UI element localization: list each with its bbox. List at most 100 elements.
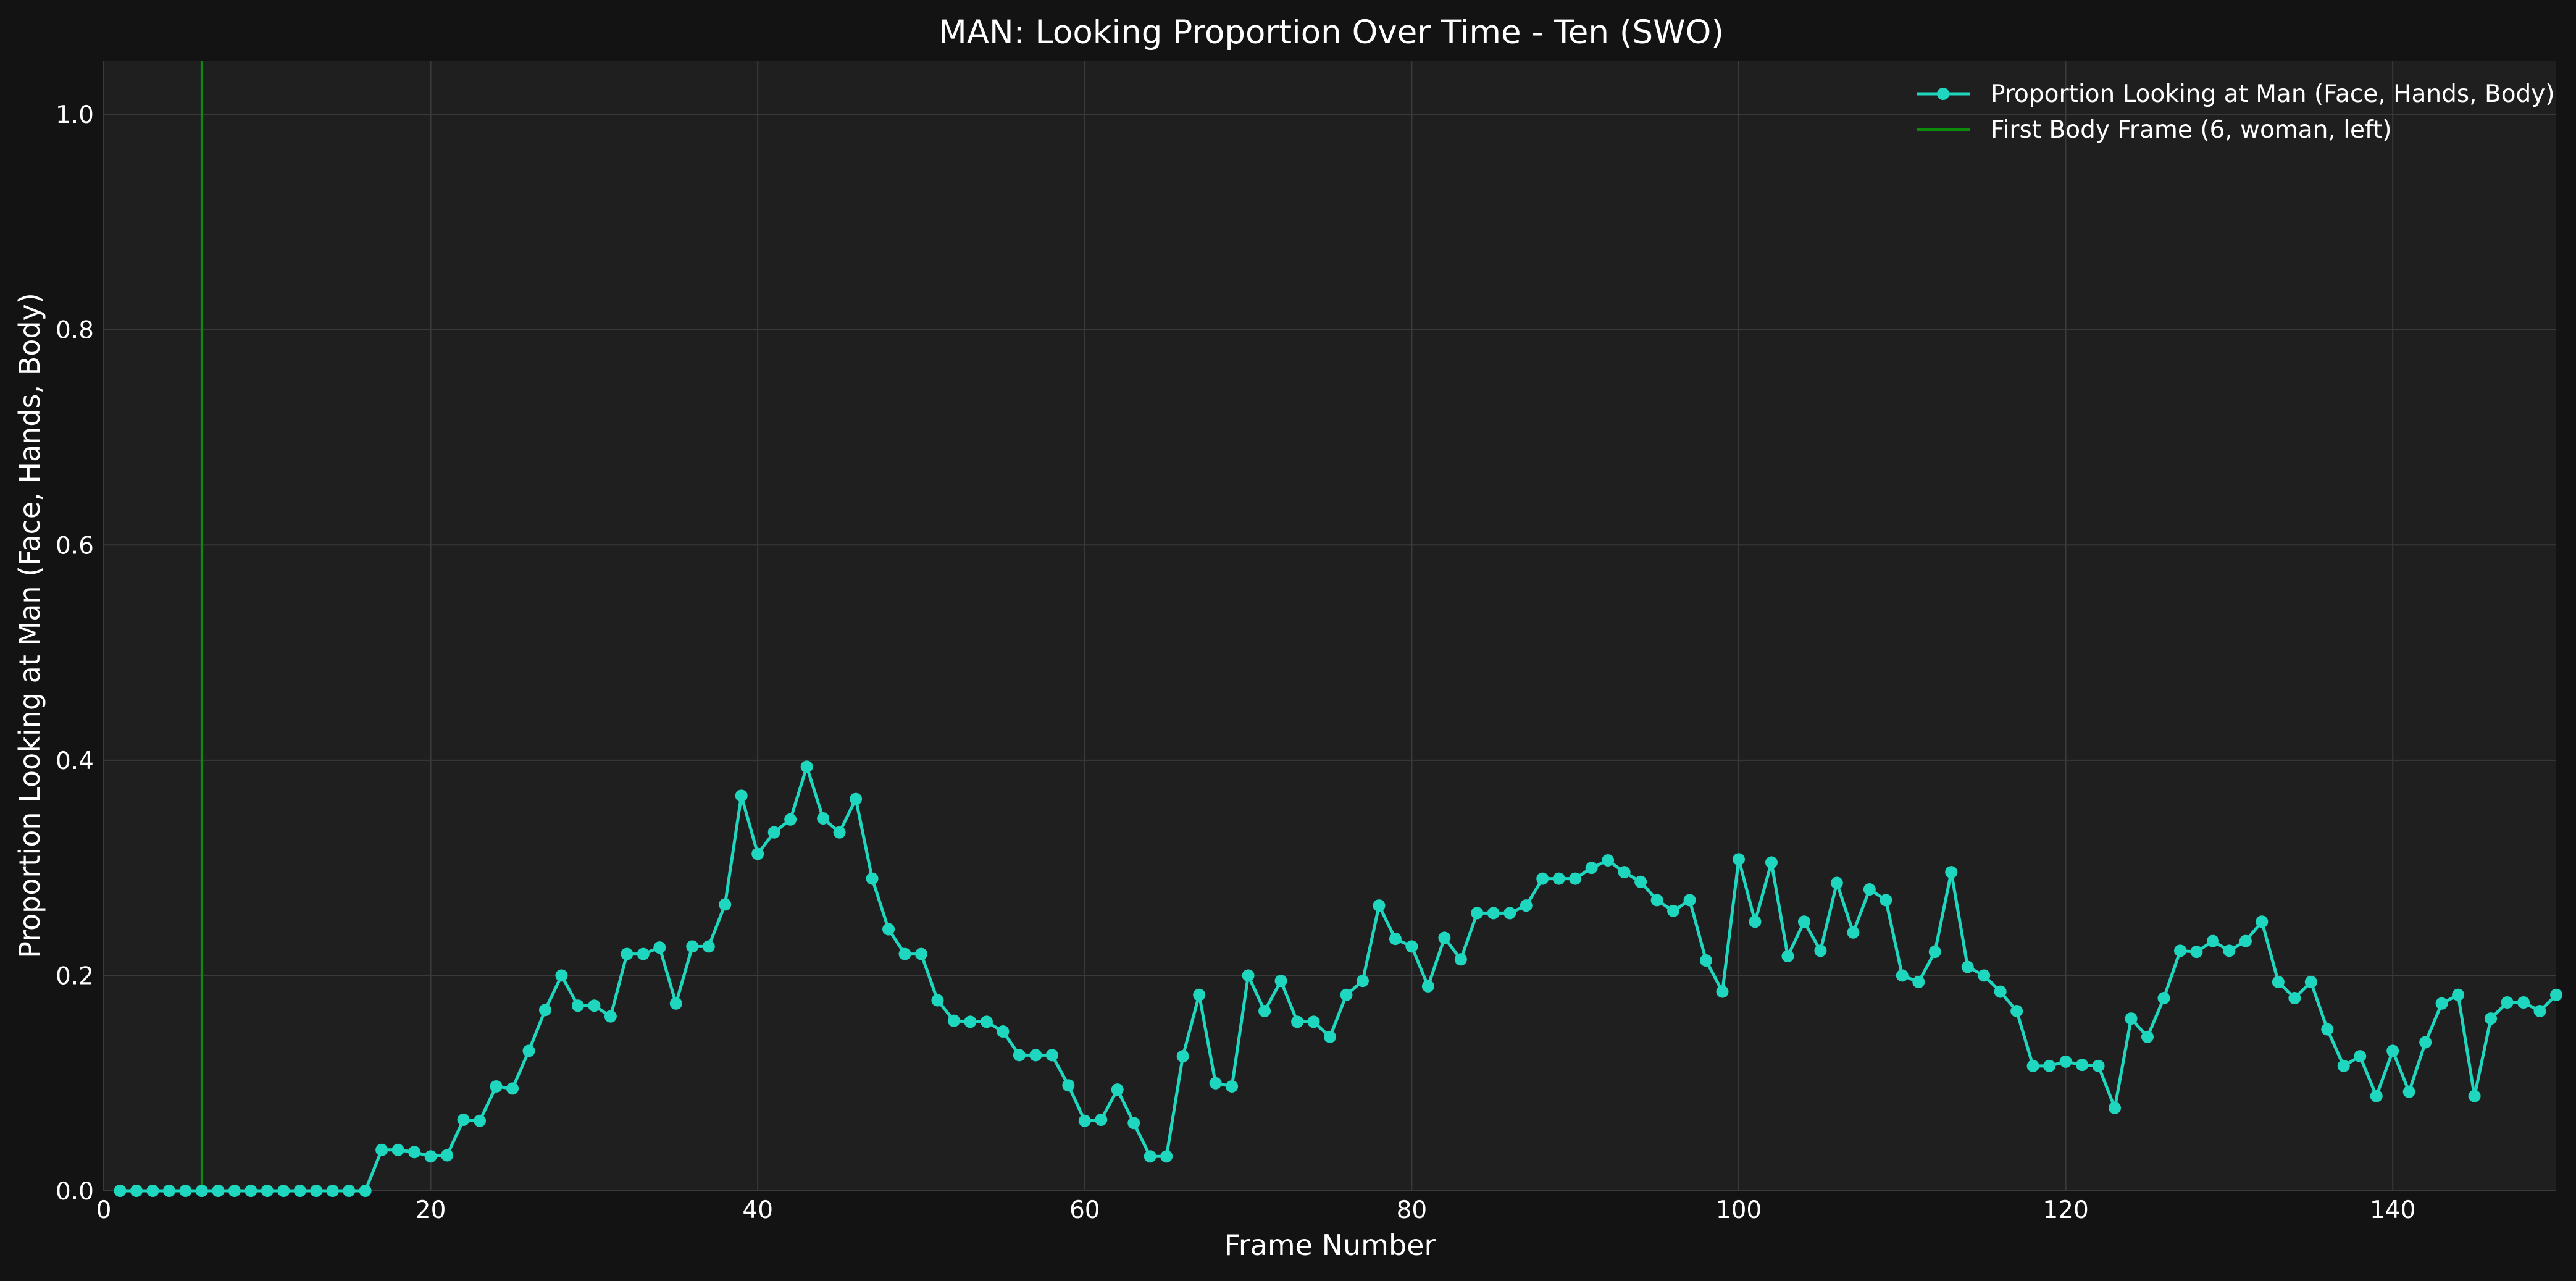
data-point xyxy=(1650,894,1663,907)
series-markers xyxy=(114,760,2562,1197)
y-tick-label: 0.6 xyxy=(56,532,94,560)
data-point xyxy=(2125,1012,2138,1025)
data-point xyxy=(2173,944,2186,957)
data-point xyxy=(1389,933,1402,946)
x-axis-label: Frame Number xyxy=(1224,1228,1436,1262)
data-point xyxy=(1193,988,1206,1001)
x-tick-label: 80 xyxy=(1397,1196,1428,1224)
data-point xyxy=(1994,985,2007,998)
data-point xyxy=(2304,975,2317,988)
data-point xyxy=(1111,1083,1124,1096)
data-point xyxy=(538,1004,551,1017)
data-point xyxy=(1176,1050,1189,1063)
x-tick-label: 100 xyxy=(1716,1196,1762,1224)
data-point xyxy=(2452,988,2465,1001)
data-point xyxy=(2010,1004,2023,1017)
data-point xyxy=(997,1025,1010,1038)
data-point xyxy=(588,999,601,1012)
data-point xyxy=(2517,996,2530,1009)
data-point xyxy=(162,1185,175,1197)
data-point xyxy=(2190,946,2203,959)
data-point xyxy=(1552,872,1565,885)
data-point xyxy=(1291,1015,1304,1028)
data-point xyxy=(1912,975,1925,988)
data-point xyxy=(1209,1077,1222,1090)
data-point xyxy=(2239,934,2252,947)
data-point xyxy=(1226,1080,1239,1093)
data-point xyxy=(2435,997,2448,1010)
data-point xyxy=(1258,1004,1271,1017)
data-point xyxy=(2026,1059,2039,1072)
data-point xyxy=(228,1185,241,1197)
data-point xyxy=(767,826,780,839)
data-point xyxy=(1536,872,1549,885)
data-point xyxy=(1602,854,1615,867)
data-point xyxy=(1896,969,1909,982)
data-point xyxy=(2386,1044,2399,1057)
data-point xyxy=(850,792,863,805)
legend-label-first-body-frame: First Body Frame (6, woman, left) xyxy=(1991,116,2392,144)
data-point xyxy=(2321,1023,2334,1036)
legend-label-proportion: Proportion Looking at Man (Face, Hands, … xyxy=(1991,80,2555,108)
x-tick-label: 60 xyxy=(1069,1196,1100,1224)
data-point xyxy=(686,940,699,953)
data-point xyxy=(522,1044,535,1057)
data-point xyxy=(457,1113,470,1126)
data-point xyxy=(1928,946,1941,959)
data-point xyxy=(195,1185,208,1197)
data-point xyxy=(245,1185,257,1197)
data-point xyxy=(1814,944,1827,957)
data-point xyxy=(882,923,895,936)
data-point xyxy=(1667,904,1680,917)
data-point xyxy=(1733,853,1745,866)
data-point xyxy=(1095,1113,1108,1126)
data-point xyxy=(2550,988,2562,1001)
chart-title: MAN: Looking Proportion Over Time - Ten … xyxy=(939,14,1724,51)
data-point xyxy=(408,1146,421,1159)
plot-area xyxy=(104,61,2556,1191)
data-point xyxy=(1127,1117,1140,1130)
data-point xyxy=(1487,907,1500,920)
data-point xyxy=(784,813,797,826)
data-point xyxy=(604,1010,617,1023)
data-point xyxy=(833,826,846,839)
data-point xyxy=(2092,1059,2105,1072)
data-point xyxy=(1863,883,1876,896)
data-point xyxy=(179,1185,192,1197)
data-point xyxy=(1013,1049,1026,1062)
legend: Proportion Looking at Man (Face, Hands, … xyxy=(1917,80,2555,144)
data-point xyxy=(1405,940,1418,953)
data-point xyxy=(2141,1030,2154,1043)
data-point xyxy=(2501,996,2514,1009)
data-point xyxy=(800,760,813,773)
data-point xyxy=(1242,969,1255,982)
data-point xyxy=(2354,1050,2367,1063)
data-point xyxy=(1062,1079,1075,1092)
y-axis-ticks: 0.0 0.2 0.4 0.6 0.8 1.0 xyxy=(56,101,94,1206)
y-axis-label: Proportion Looking at Man (Face, Hands, … xyxy=(13,293,46,959)
data-point xyxy=(2043,1059,2056,1072)
data-point xyxy=(1569,872,1582,885)
data-point xyxy=(1078,1114,1091,1127)
data-point xyxy=(474,1114,487,1127)
data-point xyxy=(1716,985,1729,998)
y-tick-label: 1.0 xyxy=(56,101,94,129)
data-point xyxy=(343,1185,356,1197)
data-point xyxy=(2206,934,2219,947)
data-point xyxy=(2533,1004,2546,1017)
y-tick-label: 0.0 xyxy=(56,1178,94,1206)
x-tick-label: 40 xyxy=(742,1196,773,1224)
x-tick-label: 20 xyxy=(416,1196,446,1224)
data-point xyxy=(1471,907,1484,920)
data-point xyxy=(1340,988,1353,1001)
legend-marker-proportion xyxy=(1937,88,1949,100)
data-point xyxy=(1700,954,1713,967)
data-point xyxy=(947,1014,960,1027)
data-point xyxy=(146,1185,159,1197)
grid xyxy=(103,61,2556,1191)
data-point xyxy=(866,872,879,885)
data-point xyxy=(2468,1090,2481,1102)
data-point xyxy=(1438,931,1451,944)
data-point xyxy=(1324,1030,1336,1043)
data-point xyxy=(1847,926,1860,939)
